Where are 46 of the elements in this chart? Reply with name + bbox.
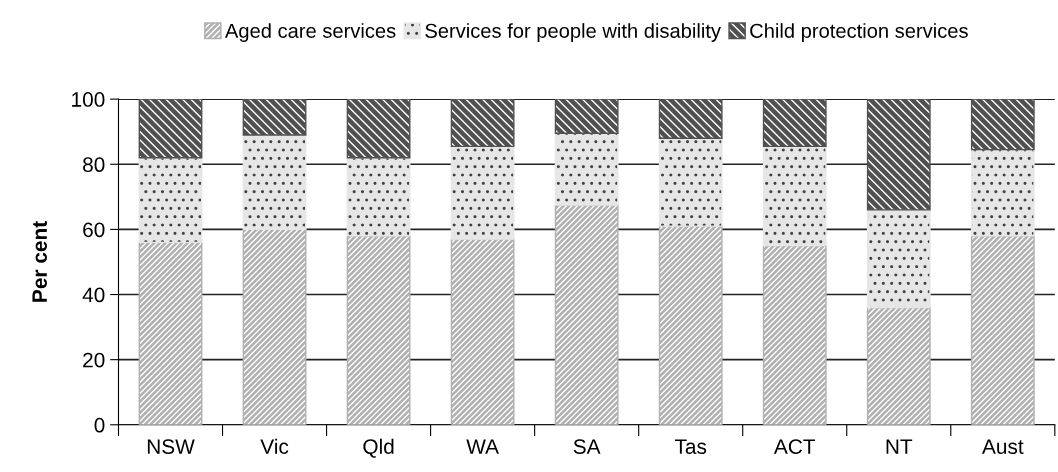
bar bbox=[970, 99, 1035, 151]
bar bbox=[554, 204, 619, 425]
y-tick-label: 0 bbox=[94, 417, 105, 433]
bar bbox=[658, 137, 723, 227]
bar bbox=[138, 157, 203, 244]
bar bbox=[450, 99, 515, 148]
bar bbox=[866, 99, 931, 211]
x-tick-label: WA bbox=[466, 439, 499, 454]
y-tick-label: 60 bbox=[83, 222, 105, 238]
x-tick-label: NT bbox=[886, 439, 913, 454]
bar bbox=[762, 145, 827, 247]
legend-label: Services for people with disability bbox=[425, 23, 721, 42]
y-tick-label: 80 bbox=[83, 157, 105, 173]
y-tick-label: 100 bbox=[72, 92, 105, 107]
bar bbox=[970, 235, 1035, 425]
bar bbox=[866, 306, 931, 425]
bar bbox=[346, 99, 411, 159]
bar bbox=[762, 99, 827, 148]
y-tick-label: 40 bbox=[82, 287, 105, 303]
bar bbox=[138, 241, 203, 425]
bar bbox=[970, 148, 1035, 237]
bar bbox=[346, 235, 411, 425]
bar bbox=[554, 99, 619, 135]
legend-label: Child protection services bbox=[750, 23, 968, 42]
bar bbox=[242, 99, 307, 136]
y-tick-label: 20 bbox=[83, 352, 105, 368]
x-tick-label: Aust bbox=[982, 439, 1024, 454]
bar bbox=[762, 244, 827, 425]
x-tick-label: Tas bbox=[674, 439, 707, 454]
bar bbox=[346, 157, 411, 237]
bar bbox=[450, 145, 515, 240]
bar bbox=[450, 238, 515, 425]
bar bbox=[242, 228, 307, 425]
x-tick-label: NSW bbox=[147, 439, 195, 454]
legend-label: Aged care services bbox=[224, 23, 396, 42]
y-axis-title: Per cent bbox=[32, 221, 47, 302]
x-tick-label: Vic bbox=[260, 438, 289, 454]
x-tick-label: SA bbox=[573, 439, 601, 454]
bar bbox=[138, 99, 203, 159]
x-tick-label: ACT bbox=[773, 439, 816, 454]
x-tick-label: Qld bbox=[363, 438, 394, 458]
bar bbox=[242, 134, 307, 231]
bar bbox=[554, 132, 619, 206]
bar bbox=[658, 99, 723, 139]
bar bbox=[866, 209, 931, 309]
bar bbox=[658, 225, 723, 425]
